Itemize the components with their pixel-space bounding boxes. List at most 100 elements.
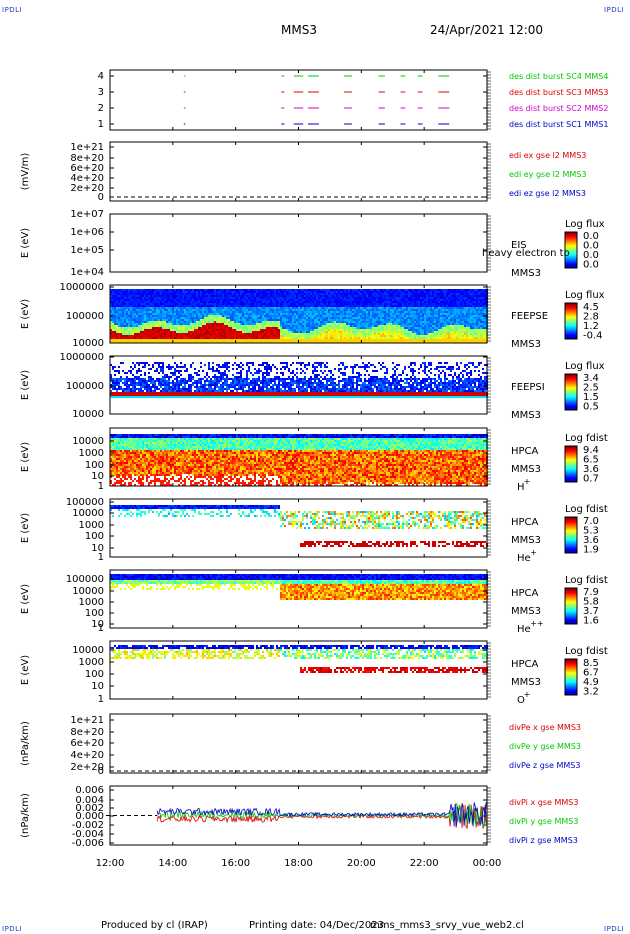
feeps_i-y-tick-label: 10000 — [72, 409, 104, 420]
eis-colorbar-swatch — [565, 247, 577, 249]
corner-label-top-right: IPDLI — [604, 6, 625, 14]
eis-colorbar-swatch — [565, 245, 577, 247]
eis-colorbar-swatch — [565, 261, 577, 263]
divpi-y-tick-label: 0.002 — [75, 803, 104, 814]
feeps_i-colorbar-swatch — [565, 392, 577, 394]
hpca_he-colorbar-tick-label: 3.6 — [583, 535, 599, 546]
eis-colorbar-swatch — [565, 253, 577, 255]
feeps_e-colorbar-swatch — [565, 330, 577, 332]
divpi-legend-item: divPi z gse MMS3 — [509, 836, 578, 845]
hpca_hepp-colorbar-swatch — [565, 598, 577, 600]
hpca_he-colorbar-swatch — [565, 523, 577, 525]
hpca_he-colorbar-swatch — [565, 522, 577, 524]
feeps_i-colorbar-swatch — [565, 394, 577, 396]
hpca_he-colorbar-tick-label: 5.3 — [583, 526, 599, 537]
feeps_e-colorbar-swatch — [565, 326, 577, 328]
feeps_i-y-tick-label: 1000000 — [59, 352, 104, 363]
feeps_i-colorbar-swatch — [565, 376, 577, 378]
hpca_o-colorbar-tick-label: 4.9 — [583, 677, 599, 688]
hpca_h-colorbar-swatch — [565, 464, 577, 466]
eis-colorbar-swatch — [565, 255, 577, 257]
eis-colorbar-swatch — [565, 256, 577, 258]
feeps_e-colorbar-tick-label: -0.4 — [583, 331, 603, 342]
hpca_he-colorbar-swatch — [565, 538, 577, 540]
hpca_o-y-tick-label: 10 — [91, 681, 104, 692]
hpca_h-colorbar-swatch — [565, 469, 577, 471]
hpca_h-colorbar-swatch — [565, 453, 577, 455]
feeps_i-colorbar-tick-label: 3.4 — [583, 373, 599, 384]
hpca_hepp-colorbar-swatch — [565, 610, 577, 612]
spacecraft-title: MMS3 — [281, 23, 317, 37]
hpca_h-colorbar-swatch — [565, 466, 577, 468]
hpca_hepp-instrument-label: HPCA — [511, 588, 539, 599]
feeps_i-colorbar-swatch — [565, 405, 577, 407]
hpca_h-colorbar-swatch — [565, 468, 577, 470]
corner-label-bottom-left: IPDLI — [2, 925, 23, 933]
eis-instrument-label: EIS — [511, 240, 527, 251]
divpe-legend-item: divPe x gse MMS3 — [509, 723, 581, 732]
feeps_e-colorbar-swatch — [565, 308, 577, 310]
hpca_h-colorbar-swatch — [565, 455, 577, 457]
hpca_h-colorbar-swatch — [565, 472, 577, 474]
hpca_hepp-colorbar-swatch — [565, 596, 577, 598]
divpi-series-line — [156, 804, 487, 830]
feeps_i-colorbar-title: Log flux — [565, 361, 605, 372]
feeps_i-colorbar-swatch — [565, 391, 577, 393]
feeps_i-colorbar-swatch — [565, 389, 577, 391]
hpca_hepp-y-tick-label: 1 — [98, 623, 104, 634]
hpca_h-colorbar-swatch — [565, 447, 577, 449]
eis-colorbar-swatch — [565, 244, 577, 246]
hpca_hepp-colorbar-swatch — [565, 613, 577, 615]
hpca_o-colorbar-swatch — [565, 675, 577, 677]
feeps_i-colorbar-swatch — [565, 393, 577, 395]
hpca_hepp-colorbar-swatch — [565, 589, 577, 591]
edi-y-tick-label: 0 — [98, 192, 104, 203]
time-axis-label: 12:00 — [96, 858, 125, 869]
hpca_h-instrument-label: HPCA — [511, 446, 539, 457]
hpca_hepp-colorbar-swatch — [565, 604, 577, 606]
hpca_hepp-colorbar-swatch — [565, 595, 577, 597]
hpca_he-y-tick-label: 10 — [91, 543, 104, 554]
eis-colorbar-swatch — [565, 249, 577, 251]
burst-y-tick-label: 3 — [98, 87, 104, 98]
hpca_o-colorbar-swatch — [565, 687, 577, 689]
eis-colorbar-swatch — [565, 240, 577, 242]
hpca_o-colorbar-swatch — [565, 665, 577, 667]
feeps_i-colorbar-swatch — [565, 399, 577, 401]
eis-colorbar-swatch — [565, 248, 577, 250]
feeps_e-y-axis-label: E (eV) — [20, 299, 31, 329]
divpi-y-tick-label: -0.002 — [72, 820, 104, 831]
hpca_he-colorbar-swatch — [565, 518, 577, 520]
footer-produced-by: Produced by cl (IRAP) — [101, 920, 208, 931]
time-axis-label: 14:00 — [158, 858, 187, 869]
hpca_he-instrument-label: HPCA — [511, 517, 539, 528]
eis-colorbar-swatch — [565, 242, 577, 244]
eis-colorbar-swatch — [565, 237, 577, 239]
hpca_h-colorbar-tick-label: 3.6 — [583, 464, 599, 475]
eis-colorbar-tick-label: 0.0 — [583, 250, 599, 261]
hpca_h-colorbar-tick-label: 9.4 — [583, 445, 599, 456]
hpca_h-colorbar-swatch — [565, 460, 577, 462]
feeps_i-instrument-label: FEEPSI — [511, 382, 545, 393]
hpca_he-y-tick-label: 1 — [98, 552, 104, 563]
hpca_o-colorbar-swatch — [565, 673, 577, 675]
divpi-series-line — [156, 802, 487, 827]
feeps_e-colorbar-swatch — [565, 315, 577, 317]
feeps_e-colorbar-swatch — [565, 323, 577, 325]
edi-y-tick-label: 6e+20 — [70, 163, 104, 174]
feeps_i-colorbar-swatch — [565, 388, 577, 390]
eis-colorbar-swatch — [565, 257, 577, 259]
hpca_he-colorbar-swatch — [565, 539, 577, 541]
feeps_i-colorbar-swatch — [565, 397, 577, 399]
hpca_o-y-axis-label: E (eV) — [20, 655, 31, 685]
hpca_o-species-charge: + — [524, 690, 531, 699]
eis-colorbar-swatch — [565, 266, 577, 268]
hpca_h-colorbar-swatch — [565, 459, 577, 461]
hpca_h-colorbar-swatch — [565, 475, 577, 477]
feeps_e-colorbar-swatch — [565, 322, 577, 324]
date-time-title: 24/Apr/2021 12:00 — [430, 23, 544, 37]
hpca_hepp-colorbar-swatch — [565, 600, 577, 602]
hpca_he-colorbar-swatch — [565, 545, 577, 547]
feeps_e-colorbar-swatch — [565, 304, 577, 306]
feeps_i-y-axis-label: E (eV) — [20, 370, 31, 400]
